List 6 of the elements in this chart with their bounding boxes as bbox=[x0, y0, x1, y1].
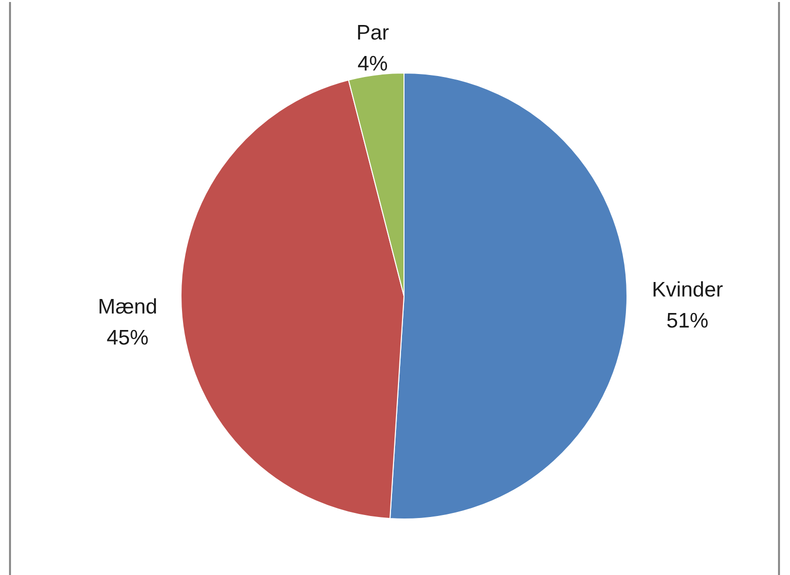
data-label: 45% bbox=[106, 326, 149, 350]
slice-label: Mænd bbox=[98, 295, 158, 318]
slice-label: Kvinder bbox=[652, 278, 724, 301]
data-label: 51% bbox=[666, 308, 708, 332]
slice-label: Par bbox=[356, 20, 390, 44]
data-label: 4% bbox=[357, 52, 388, 75]
